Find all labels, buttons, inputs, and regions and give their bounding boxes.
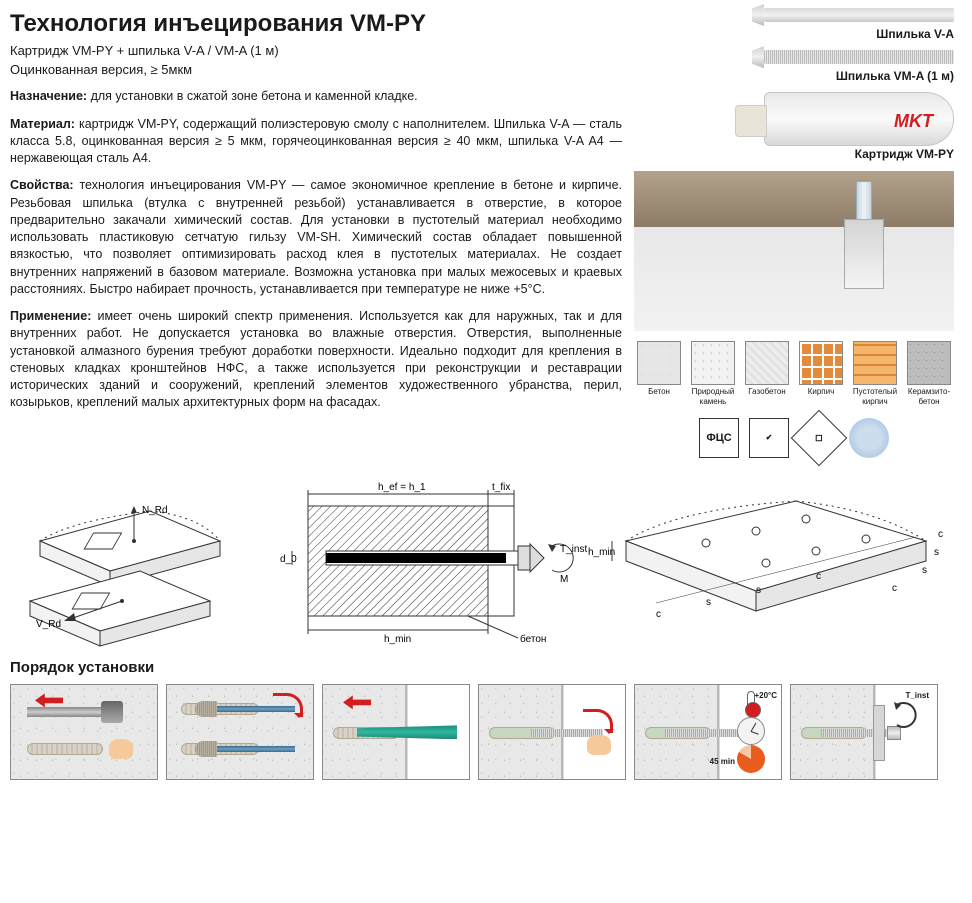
stud-a-graphic bbox=[764, 8, 954, 22]
mat-icon-brick bbox=[799, 341, 843, 385]
cartridge-label: Картридж VM-PY bbox=[634, 146, 954, 162]
sleeve-icon bbox=[27, 743, 103, 755]
cert-badge-3: ◇ bbox=[791, 410, 848, 467]
hmin2-label: h_min bbox=[588, 547, 615, 558]
diagram-spacing: h_min c s s c c s s c bbox=[606, 481, 946, 641]
stud-a-label: Шпилька V-A bbox=[634, 26, 954, 42]
hef-label: h_ef = h_1 bbox=[378, 482, 426, 493]
page-title: Технология инъецирования VM-PY bbox=[10, 8, 622, 40]
time-badge: 45 min bbox=[710, 757, 735, 768]
purpose-para: Назначение: для установки в сжатой зоне … bbox=[10, 88, 622, 105]
step-1 bbox=[10, 684, 158, 780]
mat-label-kerz: Керамзито- бетон bbox=[908, 387, 950, 407]
tinst-label: T_inst bbox=[560, 544, 587, 555]
c3: c bbox=[892, 583, 897, 594]
rotate-arrow-icon bbox=[273, 693, 303, 717]
materials-row: Бетон Природный камень Газобетон Кирпич … bbox=[634, 341, 954, 409]
plate-icon bbox=[873, 705, 885, 761]
material-para: Материал: картридж VM-PY, содержащий пол… bbox=[10, 116, 622, 168]
props-para: Свойства: технология инъецирования VM-PY… bbox=[10, 177, 622, 298]
s1: s bbox=[706, 597, 711, 608]
cartridge-logo: MKT bbox=[894, 109, 933, 133]
app-label: Применение: bbox=[10, 309, 97, 323]
application-photo bbox=[634, 171, 954, 331]
subtitle-line2: Оцинкованная версия, ≥ 5мкм bbox=[10, 61, 622, 79]
mat-label-brick: Кирпич bbox=[808, 387, 835, 396]
app-para: Применение: имеет очень широкий спектр п… bbox=[10, 308, 622, 412]
hand-icon bbox=[109, 739, 133, 759]
c2: c bbox=[816, 571, 821, 582]
props-label: Свойства: bbox=[10, 178, 79, 192]
install-steps: +20°C 45 min T_inst bbox=[10, 684, 962, 780]
cartridge-graphic: MKT bbox=[764, 92, 954, 146]
c4: c bbox=[938, 529, 943, 540]
cert-fcs: ФЦС bbox=[699, 418, 739, 458]
step-6: T_inst bbox=[790, 684, 938, 780]
purpose-label: Назначение: bbox=[10, 89, 91, 103]
s3: s bbox=[922, 565, 927, 576]
mat-label-stone: Природный камень bbox=[692, 387, 735, 407]
stud-m-label: Шпилька VM-A (1 м) bbox=[634, 68, 954, 84]
step-4 bbox=[478, 684, 626, 780]
nrd-label: N_Rd bbox=[142, 505, 168, 516]
mat-label-concrete: Бетон bbox=[648, 387, 670, 396]
diagram-section: h_ef = h_1 t_fix d_0 h_min T_inst M бето… bbox=[278, 476, 578, 646]
diagram-row: N_Rd V_Rd bbox=[10, 476, 962, 646]
temp-badge: +20°C bbox=[754, 691, 777, 702]
mat-icon-gas bbox=[745, 341, 789, 385]
cert-badge-4 bbox=[849, 418, 889, 458]
material-text: картридж VM-PY, содержащий полиэстеровую… bbox=[10, 117, 622, 166]
mat-icon-kerz bbox=[907, 341, 951, 385]
beton-label: бетон bbox=[520, 633, 546, 645]
s4: s bbox=[934, 547, 939, 558]
purpose-text: для установки в сжатой зоне бетона и кам… bbox=[91, 89, 418, 103]
step-5: +20°C 45 min bbox=[634, 684, 782, 780]
mat-label-gas: Газобетон bbox=[748, 387, 785, 396]
product-stud-m bbox=[634, 50, 954, 64]
d0-label: d_0 bbox=[280, 554, 297, 565]
install-title: Порядок установки bbox=[10, 658, 962, 678]
step-3 bbox=[322, 684, 470, 780]
torque-arrow-icon bbox=[893, 701, 923, 731]
props-text: технология инъецирования VM-PY — самое э… bbox=[10, 178, 622, 296]
mat-icon-stone bbox=[691, 341, 735, 385]
vrd-label: V_Rd bbox=[36, 619, 61, 630]
tfix-label: t_fix bbox=[492, 482, 510, 493]
mat-label-hollow: Пустотелый кирпич bbox=[853, 387, 897, 407]
step-2 bbox=[166, 684, 314, 780]
drill-icon bbox=[27, 707, 107, 717]
rotate-arrow-icon bbox=[583, 709, 613, 733]
material-label: Материал: bbox=[10, 117, 79, 131]
hmin-label: h_min bbox=[384, 634, 411, 645]
product-stud-a bbox=[634, 8, 954, 22]
hand-icon bbox=[587, 735, 611, 755]
brush-icon bbox=[217, 746, 295, 752]
stud-m-graphic bbox=[764, 50, 954, 64]
s2: s bbox=[756, 585, 761, 596]
diagram-forces: N_Rd V_Rd bbox=[10, 481, 250, 641]
c1: c bbox=[656, 609, 661, 620]
cert-row: ФЦС ✔ ◇ bbox=[634, 418, 954, 458]
photo-bracket bbox=[844, 219, 884, 289]
cert-badge-2: ✔ bbox=[749, 418, 789, 458]
m-label: M bbox=[560, 574, 568, 585]
mat-icon-hollow bbox=[853, 341, 897, 385]
app-text: имеет очень широкий спектр применения. И… bbox=[10, 309, 622, 409]
subtitle-line1: Картридж VM-PY + шпилька V-A / VM-A (1 м… bbox=[10, 42, 622, 60]
mat-icon-concrete bbox=[637, 341, 681, 385]
